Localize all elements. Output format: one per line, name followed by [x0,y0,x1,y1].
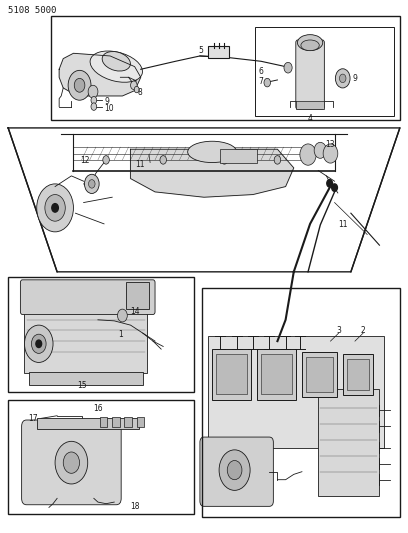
Circle shape [91,96,97,104]
Bar [261,354,292,394]
Circle shape [52,204,58,212]
Bar [124,417,132,427]
FancyBboxPatch shape [296,40,324,109]
Polygon shape [59,53,141,96]
Circle shape [332,184,337,191]
Circle shape [68,70,91,100]
Circle shape [24,325,53,362]
Circle shape [36,340,42,348]
Circle shape [327,180,333,187]
Circle shape [339,74,346,83]
Circle shape [335,69,350,88]
Bar [51,16,400,120]
Text: 14: 14 [130,308,140,316]
Bar [216,354,247,394]
Bar [302,352,337,397]
Bar [24,309,147,373]
Circle shape [91,103,97,110]
Text: 15: 15 [77,381,86,390]
Bar [343,354,373,395]
Bar [137,417,144,427]
Ellipse shape [188,141,237,163]
Circle shape [134,86,139,93]
Text: 5: 5 [198,46,203,55]
Text: 10: 10 [104,104,114,112]
Circle shape [219,450,250,490]
Circle shape [84,174,99,193]
Text: 3: 3 [336,326,341,335]
Text: 6: 6 [259,68,264,76]
Bar [318,389,379,496]
Bar [100,417,107,427]
Circle shape [118,309,127,322]
FancyBboxPatch shape [20,280,155,314]
Text: 12: 12 [80,157,90,165]
Circle shape [160,156,166,164]
Text: 4: 4 [308,114,313,123]
Bar [37,418,139,429]
Text: 8: 8 [138,88,143,97]
Polygon shape [131,149,294,197]
Circle shape [89,180,95,188]
Bar [220,149,257,163]
Bar [112,417,120,427]
Ellipse shape [297,35,323,51]
Circle shape [284,62,292,73]
Text: 9: 9 [352,74,357,83]
Text: 5108 5000: 5108 5000 [8,6,57,15]
Bar [347,359,369,390]
Circle shape [323,144,338,163]
Circle shape [314,142,326,158]
Circle shape [63,452,80,473]
Text: 7: 7 [259,77,264,86]
Text: 2: 2 [361,326,366,335]
Text: 1: 1 [118,330,123,338]
Text: 13: 13 [325,141,335,149]
Circle shape [264,78,271,87]
Bar [126,282,149,309]
Text: 16: 16 [93,404,103,413]
Circle shape [55,441,88,484]
Text: 11: 11 [135,160,145,168]
Circle shape [74,78,85,92]
Circle shape [37,184,73,232]
Bar [29,372,143,385]
Text: 11: 11 [338,221,347,229]
Ellipse shape [102,52,131,71]
Bar [202,288,400,517]
Circle shape [45,195,65,221]
Circle shape [31,334,46,353]
Bar [306,357,333,392]
Circle shape [88,85,98,98]
Bar [8,400,194,514]
Bar [257,349,296,400]
Ellipse shape [90,51,142,82]
Bar [255,27,394,116]
Circle shape [221,156,228,164]
Circle shape [103,156,109,164]
Circle shape [274,156,281,164]
Circle shape [131,81,137,90]
Bar [208,46,229,58]
Circle shape [227,461,242,480]
Bar [208,336,384,448]
FancyBboxPatch shape [200,437,273,506]
Text: 18: 18 [130,502,140,511]
Ellipse shape [301,40,319,51]
Text: 9: 9 [104,98,109,106]
Bar [212,349,251,400]
Bar [8,277,194,392]
FancyBboxPatch shape [22,420,121,505]
Circle shape [300,144,316,165]
Text: 17: 17 [28,414,38,423]
Bar [296,101,324,109]
